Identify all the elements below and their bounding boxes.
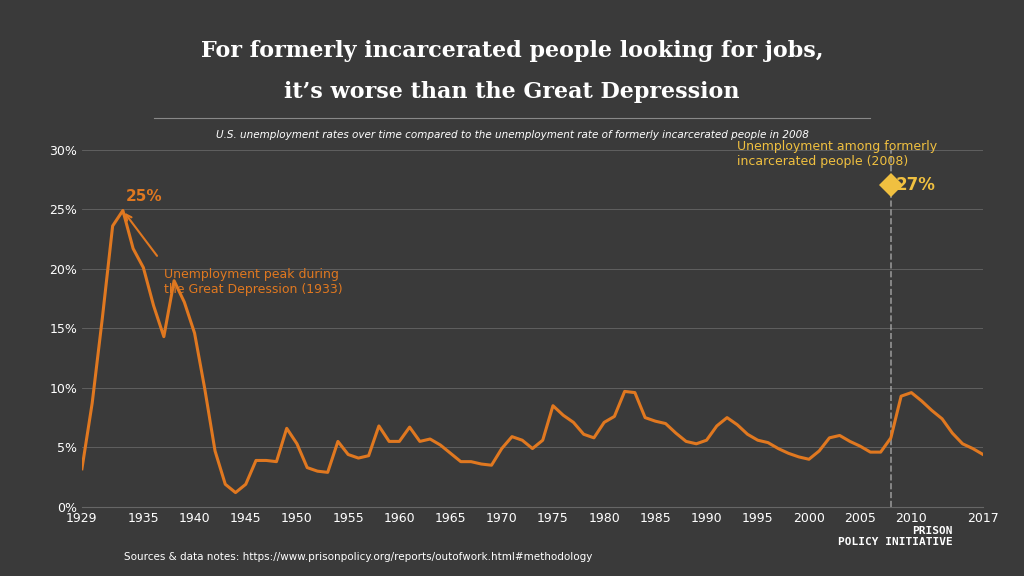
Text: 25%: 25% xyxy=(126,189,163,204)
Text: PRISON
POLICY INITIATIVE: PRISON POLICY INITIATIVE xyxy=(838,525,952,547)
Text: 27%: 27% xyxy=(896,176,936,195)
Text: Unemployment peak during
the Great Depression (1933): Unemployment peak during the Great Depre… xyxy=(164,268,342,295)
Text: For formerly incarcerated people looking for jobs,: For formerly incarcerated people looking… xyxy=(201,40,823,62)
Text: it’s worse than the Great Depression: it’s worse than the Great Depression xyxy=(285,81,739,103)
Text: Unemployment among formerly
incarcerated people (2008): Unemployment among formerly incarcerated… xyxy=(737,139,937,168)
Text: U.S. unemployment rates over time compared to the unemployment rate of formerly : U.S. unemployment rates over time compar… xyxy=(216,130,808,139)
Text: Sources & data notes: https://www.prisonpolicy.org/reports/outofwork.html#method: Sources & data notes: https://www.prison… xyxy=(124,552,593,562)
